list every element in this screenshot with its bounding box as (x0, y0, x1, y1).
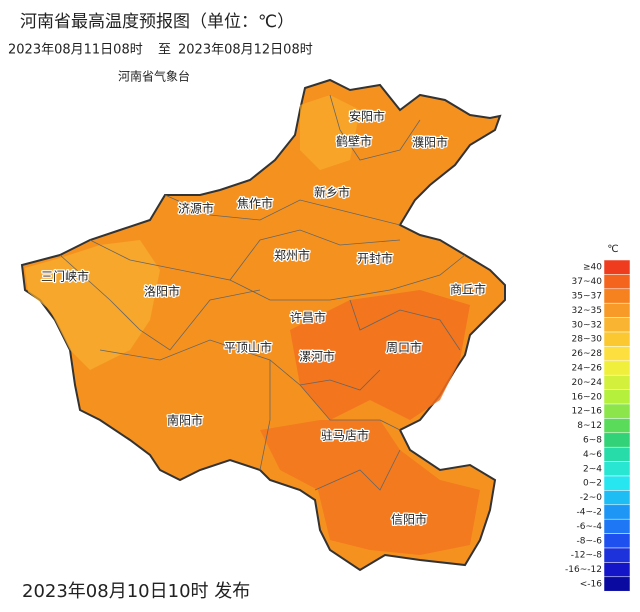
legend-label: 16~20 (572, 392, 603, 402)
city-label: 平顶山市 (224, 340, 272, 355)
legend-swatch (603, 346, 631, 362)
legend-swatch (603, 317, 631, 333)
boundary (329, 94, 421, 161)
legend-swatch (603, 461, 631, 477)
hot-zone (290, 290, 470, 420)
legend-label: 0~2 (583, 479, 602, 489)
city-label: 信阳市 (391, 512, 427, 527)
city-label: 许昌市 (290, 310, 326, 325)
boundaries (59, 94, 466, 491)
legend-label: 6~8 (583, 436, 602, 446)
city-label: 洛阳市 (144, 284, 180, 299)
legend-swatch (603, 274, 631, 290)
period-end: 2023年08月12日08时 (178, 43, 313, 58)
city-label: 商丘市 (450, 282, 486, 297)
legend-label: 35~37 (572, 292, 602, 302)
legend-label: 28~30 (572, 335, 603, 345)
warm-zone (300, 95, 360, 170)
boundary (99, 339, 381, 391)
legend-swatch (603, 490, 631, 506)
title: 河南省最高温度预报图（单位：℃） (20, 12, 294, 32)
issued: 2023年08月10日10时 发布 (22, 581, 250, 602)
agency: 河南省气象台 (118, 69, 190, 84)
legend-label: -12~-8 (571, 551, 602, 561)
boundary (59, 254, 261, 351)
city-label: 濮阳市 (412, 135, 448, 150)
city-label: 鹤壁市 (336, 134, 372, 149)
legend-swatch (603, 576, 631, 592)
legend-label: 4~6 (583, 450, 602, 460)
city-label: 济源市 (178, 201, 214, 216)
legend-swatch (603, 360, 631, 376)
city-label: 焦作市 (237, 196, 273, 211)
province-map (20, 78, 506, 572)
city-label: 漯河市 (299, 349, 335, 364)
city-label: 周口市 (386, 340, 422, 355)
legend-label: 24~26 (572, 364, 603, 374)
legend-swatch (603, 389, 631, 405)
legend-label: -16~-12 (565, 565, 602, 575)
boundary (299, 384, 401, 431)
warm-zone (25, 240, 160, 370)
boundary (164, 194, 401, 226)
legend-swatch (603, 504, 631, 520)
legend-swatch (603, 475, 631, 491)
legend-swatch (603, 418, 631, 434)
legend-swatch (603, 432, 631, 448)
hot-zone (260, 420, 480, 555)
legend-label: <-16 (580, 580, 603, 590)
legend-label: -6~-4 (577, 522, 603, 532)
legend-swatch (603, 403, 631, 419)
legend-label: 30~32 (572, 320, 602, 330)
city-label: 南阳市 (167, 413, 203, 428)
legend-label: 20~24 (572, 378, 603, 388)
legend-swatch (603, 518, 631, 534)
boundary (349, 299, 461, 351)
legend-swatch (603, 562, 631, 578)
boundary (89, 229, 401, 281)
boundary (229, 254, 466, 301)
legend-label: ≥40 (583, 263, 602, 273)
legend-label: -4~-2 (577, 508, 603, 518)
legend-label: -8~-6 (577, 536, 603, 546)
city-label: 开封市 (357, 251, 393, 266)
legend-label: -2~0 (580, 493, 603, 503)
city-label: 三门峡市 (41, 269, 89, 284)
city-label: 郑州市 (274, 248, 310, 263)
city-label: 安阳市 (349, 109, 385, 124)
legend-swatch (603, 374, 631, 390)
legend-swatch (603, 331, 631, 347)
legend-label: 37~40 (572, 277, 603, 287)
city-label: 新乡市 (314, 185, 350, 200)
boundary (259, 360, 271, 471)
period-sep: 至 (158, 43, 171, 58)
legend-swatch (603, 446, 631, 462)
legend-swatch (603, 547, 631, 563)
city-label: 驻马店市 (321, 428, 369, 443)
legend-swatch (603, 533, 631, 549)
legend-swatch (603, 288, 631, 304)
legend-label: 12~16 (572, 407, 603, 417)
boundary (314, 449, 401, 491)
legend-unit: ℃ (607, 244, 618, 255)
legend-swatch (603, 302, 631, 318)
legend-label: 26~28 (572, 349, 603, 359)
legend-label: 2~4 (583, 464, 602, 474)
legend-swatch (603, 259, 631, 275)
period-start: 2023年08月11日08时 (8, 43, 143, 58)
legend-label: 8~12 (577, 421, 602, 431)
legend: ℃ ≥40 37~40 35~37 32~35 30~32 28~30 26~28 24~26… (565, 244, 631, 592)
legend-label: 32~35 (572, 306, 602, 316)
